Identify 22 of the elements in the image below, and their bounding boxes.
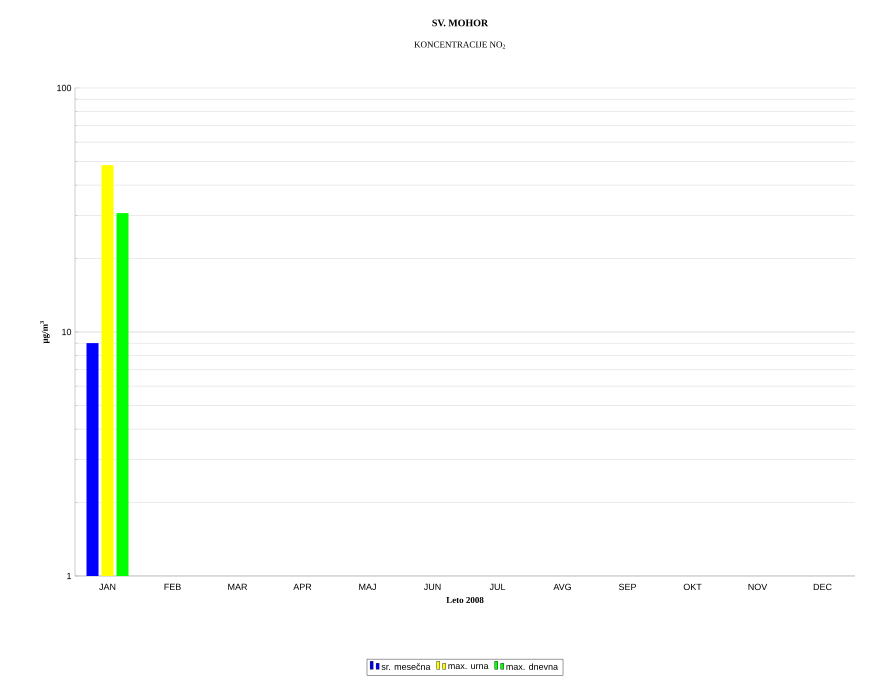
chart-subtitle: KONCENTRACIJE NO$_{2}$ [414, 42, 506, 48]
x-tick-label: MAJ [359, 584, 376, 590]
y-tick-label: 10 [62, 328, 72, 336]
x-tick-label: JUL [490, 584, 506, 590]
x-tick-label: MAR [228, 584, 248, 590]
x-tick-label: NOV [748, 584, 768, 590]
y-tick-label: 1 [67, 572, 72, 580]
y-axis-title: µg/m$^{3}$ [40, 321, 50, 344]
x-tick-label: JAN [99, 584, 116, 590]
legend-label: max. dnevna [506, 663, 558, 670]
x-tick-label: SEP [618, 584, 636, 590]
x-tick-label: JUN [424, 584, 440, 590]
y-tick-label: 100 [57, 84, 72, 92]
legend-label: sr. mesečna [382, 663, 430, 670]
x-tick-label: AVG [553, 584, 571, 590]
x-tick-label: APR [293, 584, 312, 590]
legend-label: max. urna [448, 664, 489, 670]
x-tick-label: FEB [164, 584, 181, 590]
x-axis-title: Leto 2008 [446, 596, 484, 603]
x-tick-label: OKT [684, 584, 702, 590]
x-tick-label: DEC [814, 584, 832, 590]
chart-title: SV. MOHOR [432, 20, 488, 26]
